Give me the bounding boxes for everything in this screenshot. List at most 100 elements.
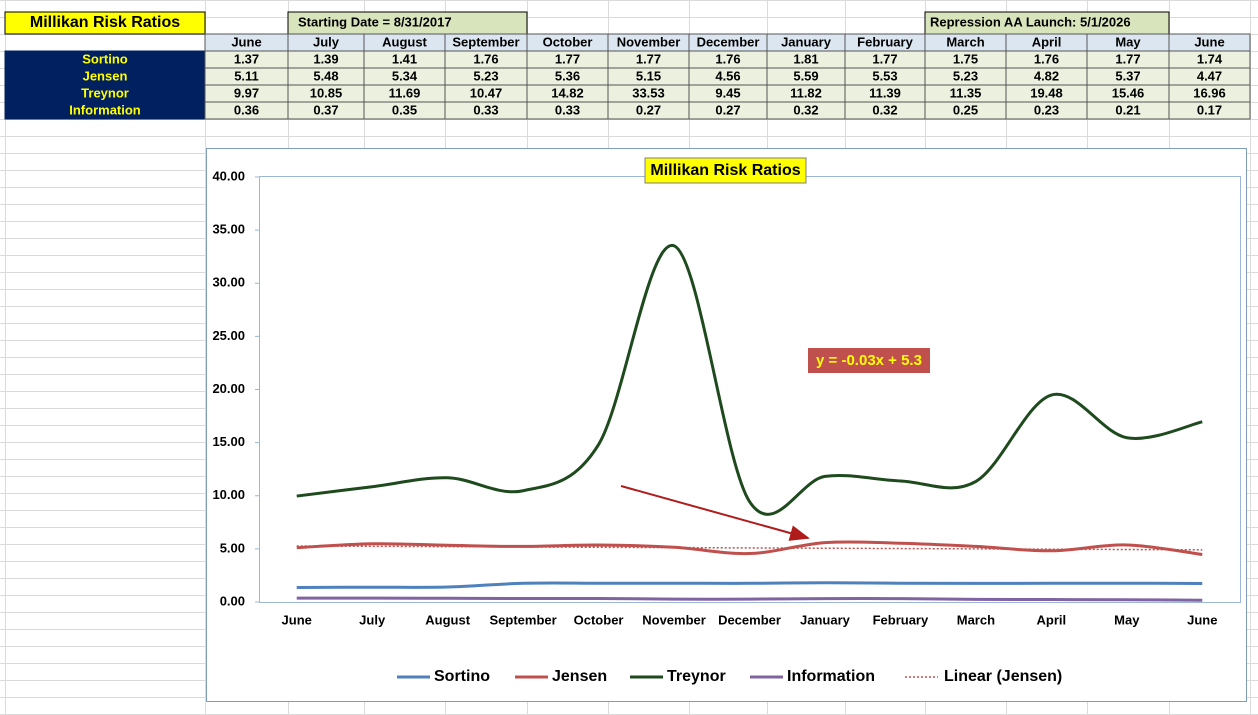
cell-value: 0.27: [636, 102, 661, 117]
cell-value: 0.27: [715, 102, 740, 117]
x-tick-label: September: [490, 612, 557, 627]
x-tick-label: June: [282, 612, 312, 627]
cell-value: 5.34: [392, 68, 418, 83]
cell-value: 9.97: [234, 85, 259, 100]
cell-value: 1.37: [234, 51, 259, 66]
cell-value: 1.76: [715, 51, 740, 66]
column-header: February: [857, 34, 913, 49]
x-tick-label: April: [1037, 612, 1067, 627]
column-header: January: [781, 34, 832, 49]
x-tick-label: December: [718, 612, 781, 627]
cell-value: 15.46: [1112, 85, 1145, 100]
cell-value: 10.47: [470, 85, 503, 100]
x-tick-label: July: [359, 612, 386, 627]
cell-value: 5.48: [313, 68, 338, 83]
trend-equation: y = -0.03x + 5.3: [816, 352, 922, 369]
cell-value: 1.77: [636, 51, 661, 66]
column-header: September: [452, 34, 519, 49]
x-tick-label: January: [800, 612, 851, 627]
cell-value: 9.45: [715, 85, 740, 100]
cell-value: 0.21: [1115, 102, 1140, 117]
cell-value: 11.39: [869, 85, 901, 100]
sheet-title: Millikan Risk Ratios: [30, 14, 180, 31]
y-tick-label: 25.00: [212, 328, 245, 343]
cell-value: 5.11: [234, 68, 259, 83]
launch-date: Repression AA Launch: 5/1/2026: [930, 14, 1131, 29]
cell-value: 11.69: [389, 85, 421, 100]
series-line: [296, 244, 1203, 516]
column-header: June: [1194, 34, 1224, 49]
cell-value: 0.35: [392, 102, 417, 117]
cell-value: 1.81: [793, 51, 818, 66]
starting-date: Starting Date = 8/31/2017: [298, 14, 452, 29]
cell-value: 5.37: [1115, 68, 1140, 83]
cell-value: 5.23: [953, 68, 978, 83]
cell-value: 0.25: [953, 102, 978, 117]
cell-value: 19.48: [1030, 85, 1063, 100]
y-tick-label: 20.00: [212, 381, 245, 396]
x-tick-label: May: [1114, 612, 1140, 627]
cell-value: 0.32: [793, 102, 818, 117]
row-label: Jensen: [83, 68, 128, 83]
column-header: March: [946, 34, 984, 49]
y-tick-label: 0.00: [220, 593, 245, 608]
cell-value: 11.35: [950, 85, 982, 100]
y-tick-label: 40.00: [212, 168, 245, 183]
cell-value: 1.77: [872, 51, 897, 66]
cell-value: 0.33: [555, 102, 580, 117]
cell-value: 10.85: [310, 85, 343, 100]
column-header: December: [697, 34, 760, 49]
x-tick-label: March: [957, 612, 995, 627]
row-label: Information: [69, 102, 141, 117]
chart-title-box: [644, 157, 807, 184]
x-tick-label: June: [1187, 612, 1217, 627]
column-header: November: [617, 34, 681, 49]
cell-value: 11.82: [790, 85, 822, 100]
trendline: [296, 545, 1203, 551]
cell-value: 14.82: [551, 85, 584, 100]
chart-title: Millikan Risk Ratios: [650, 162, 800, 179]
cell-value: 5.23: [473, 68, 498, 83]
series-line: [296, 581, 1203, 589]
cell-value: 16.96: [1193, 85, 1226, 100]
cell-value: 5.53: [872, 68, 897, 83]
cell-value: 0.36: [234, 102, 259, 117]
cell-value: 1.77: [1115, 51, 1140, 66]
column-header: August: [382, 34, 427, 49]
cell-value: 33.53: [632, 85, 665, 100]
cell-value: 5.59: [793, 68, 818, 83]
equation-box: [808, 348, 930, 373]
cell-value: 0.17: [1197, 102, 1222, 117]
data-cell: [1168, 101, 1251, 120]
y-tick-label: 15.00: [212, 434, 245, 449]
column-header: April: [1032, 34, 1062, 49]
y-tick-label: 30.00: [212, 275, 245, 290]
column-header: June: [231, 34, 261, 49]
x-tick-label: February: [873, 612, 929, 627]
legend-label: Information: [787, 668, 875, 685]
legend-label: Sortino: [434, 668, 490, 685]
cell-value: 1.76: [473, 51, 498, 66]
cell-value: 0.33: [473, 102, 498, 117]
cell-value: 5.15: [636, 68, 661, 83]
y-tick-label: 10.00: [212, 487, 245, 502]
cell-value: 0.32: [872, 102, 897, 117]
cell-value: 1.41: [392, 51, 417, 66]
x-tick-label: October: [574, 612, 624, 627]
row-label: Treynor: [81, 85, 129, 100]
x-tick-label: August: [425, 612, 470, 627]
cell-value: 1.76: [1034, 51, 1059, 66]
cell-value: 4.56: [715, 68, 740, 83]
series-line: [296, 596, 1203, 602]
cell-value: 0.37: [313, 102, 338, 117]
cell-value: 1.74: [1197, 51, 1223, 66]
cell-value: 1.75: [953, 51, 978, 66]
cell-value: 4.47: [1197, 68, 1222, 83]
y-tick-label: 5.00: [220, 540, 245, 555]
row-label: Sortino: [82, 51, 128, 66]
column-header: July: [313, 34, 340, 49]
cell-value: 1.39: [313, 51, 338, 66]
column-header: May: [1115, 34, 1141, 49]
legend-label: Linear (Jensen): [944, 668, 1062, 685]
